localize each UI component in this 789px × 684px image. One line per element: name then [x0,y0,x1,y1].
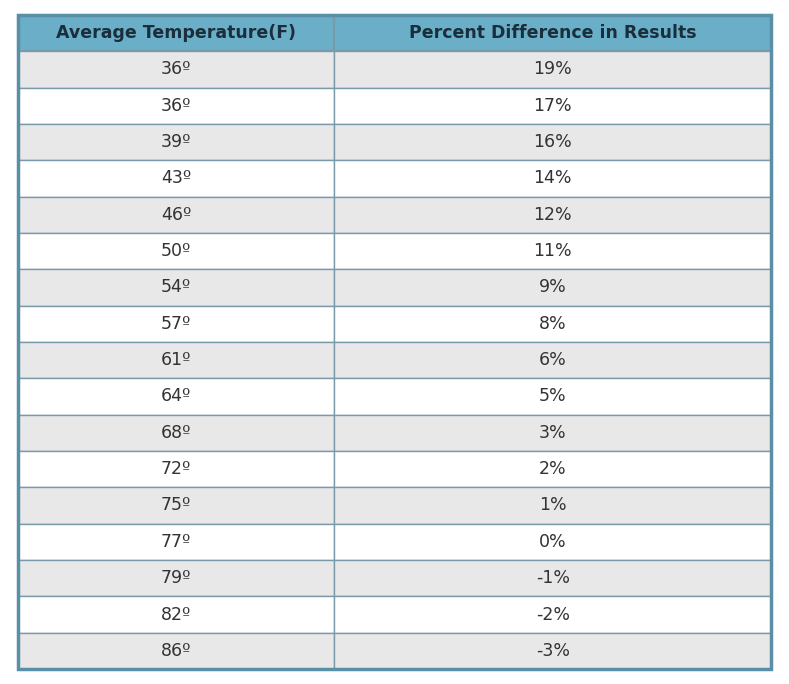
Text: 54º: 54º [161,278,191,296]
FancyBboxPatch shape [335,560,771,596]
FancyBboxPatch shape [18,15,335,51]
FancyBboxPatch shape [18,342,335,378]
Text: 77º: 77º [161,533,191,551]
Text: 1%: 1% [539,497,567,514]
Text: 64º: 64º [161,388,191,406]
Text: -3%: -3% [536,642,570,660]
FancyBboxPatch shape [18,269,335,306]
FancyBboxPatch shape [18,378,335,415]
Text: 6%: 6% [539,351,567,369]
Text: 75º: 75º [161,497,191,514]
FancyBboxPatch shape [335,524,771,560]
Text: 2%: 2% [539,460,567,478]
Text: 86º: 86º [161,642,192,660]
Text: 12%: 12% [533,206,572,224]
FancyBboxPatch shape [18,233,335,269]
FancyBboxPatch shape [335,342,771,378]
Text: 50º: 50º [161,242,191,260]
FancyBboxPatch shape [18,560,335,596]
FancyBboxPatch shape [335,160,771,197]
FancyBboxPatch shape [335,596,771,633]
FancyBboxPatch shape [335,124,771,160]
Text: 46º: 46º [161,206,191,224]
Text: 82º: 82º [161,605,191,624]
FancyBboxPatch shape [335,415,771,451]
FancyBboxPatch shape [335,15,771,51]
FancyBboxPatch shape [18,451,335,487]
Text: 5%: 5% [539,388,567,406]
FancyBboxPatch shape [18,306,335,342]
Text: 43º: 43º [161,170,191,187]
Text: 72º: 72º [161,460,191,478]
FancyBboxPatch shape [18,124,335,160]
Text: Average Temperature(F): Average Temperature(F) [56,24,296,42]
FancyBboxPatch shape [335,378,771,415]
FancyBboxPatch shape [335,487,771,524]
Text: 68º: 68º [161,424,192,442]
FancyBboxPatch shape [335,88,771,124]
Text: 19%: 19% [533,60,572,79]
Text: 0%: 0% [539,533,567,551]
Text: 57º: 57º [161,315,191,333]
FancyBboxPatch shape [18,596,335,633]
Text: 36º: 36º [161,60,192,79]
Text: -1%: -1% [536,569,570,587]
Text: Percent Difference in Results: Percent Difference in Results [409,24,697,42]
Text: 3%: 3% [539,424,567,442]
FancyBboxPatch shape [335,306,771,342]
FancyBboxPatch shape [335,633,771,669]
Text: 8%: 8% [539,315,567,333]
FancyBboxPatch shape [18,415,335,451]
Text: 61º: 61º [161,351,192,369]
FancyBboxPatch shape [335,451,771,487]
FancyBboxPatch shape [18,197,335,233]
FancyBboxPatch shape [18,487,335,524]
Text: 16%: 16% [533,133,572,151]
FancyBboxPatch shape [18,160,335,197]
Text: -2%: -2% [536,605,570,624]
Text: 11%: 11% [533,242,572,260]
Text: 14%: 14% [533,170,572,187]
FancyBboxPatch shape [335,269,771,306]
Text: 9%: 9% [539,278,567,296]
FancyBboxPatch shape [18,51,335,88]
FancyBboxPatch shape [18,524,335,560]
FancyBboxPatch shape [18,88,335,124]
Text: 39º: 39º [161,133,192,151]
FancyBboxPatch shape [335,233,771,269]
FancyBboxPatch shape [335,51,771,88]
Text: 17%: 17% [533,97,572,115]
Text: 79º: 79º [161,569,192,587]
FancyBboxPatch shape [335,197,771,233]
FancyBboxPatch shape [18,633,335,669]
Text: 36º: 36º [161,97,192,115]
